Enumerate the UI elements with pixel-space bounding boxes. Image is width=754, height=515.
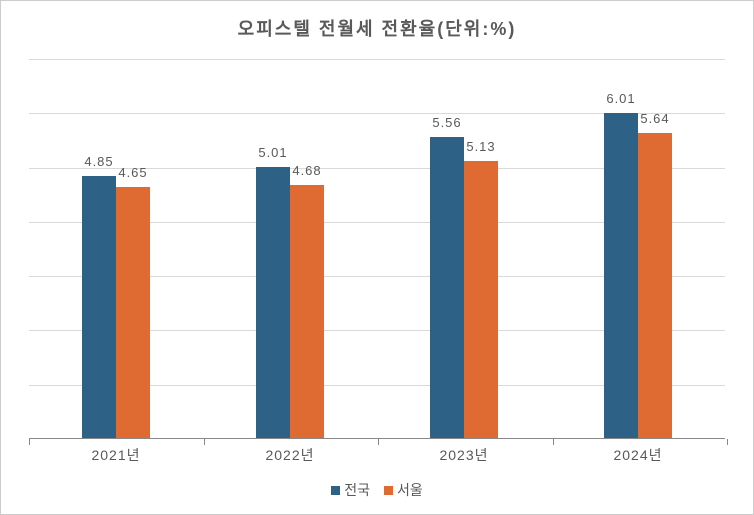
bar-서울: 4.65 [116,187,150,439]
chart-container: 오피스텔 전월세 전환율(단위:%) 4.854.655.014.685.565… [0,0,754,515]
x-tick [727,439,728,445]
bar-group: 4.854.65 [29,59,203,439]
bar-전국: 4.85 [82,176,116,439]
bar-전국: 5.56 [430,137,464,439]
x-axis-label: 2022년 [203,445,377,465]
legend: 전국 서울 [1,480,753,500]
bar-group: 6.015.64 [551,59,725,439]
legend-item: 전국 [331,480,370,500]
bar-value-label: 6.01 [606,91,635,106]
bar-서울: 5.64 [638,133,672,439]
bar-group: 5.565.13 [377,59,551,439]
bar-value-label: 5.13 [466,139,495,154]
bar-value-label: 4.85 [84,154,113,169]
legend-swatch [384,486,393,495]
bar-value-label: 5.64 [640,111,669,126]
bar-전국: 6.01 [604,113,638,439]
x-axis-labels: 2021년2022년2023년2024년 [29,445,725,465]
legend-swatch [331,486,340,495]
bar-group: 5.014.68 [203,59,377,439]
bar-전국: 5.01 [256,167,290,439]
x-axis-label: 2024년 [551,445,725,465]
legend-label: 서울 [397,480,423,500]
bar-value-label: 5.01 [258,145,287,160]
legend-item: 서울 [384,480,423,500]
x-axis-line [29,438,725,439]
bar-value-label: 5.56 [432,115,461,130]
bar-서울: 4.68 [290,185,324,439]
x-axis-label: 2021년 [29,445,203,465]
chart-title: 오피스텔 전월세 전환율(단위:%) [1,1,753,47]
bar-value-label: 4.65 [118,165,147,180]
legend-label: 전국 [344,480,370,500]
x-axis-label: 2023년 [377,445,551,465]
bars-row: 4.854.655.014.685.565.136.015.64 [29,59,725,439]
plot-area: 4.854.655.014.685.565.136.015.64 [29,59,725,439]
bar-value-label: 4.68 [292,163,321,178]
bar-서울: 5.13 [464,161,498,439]
